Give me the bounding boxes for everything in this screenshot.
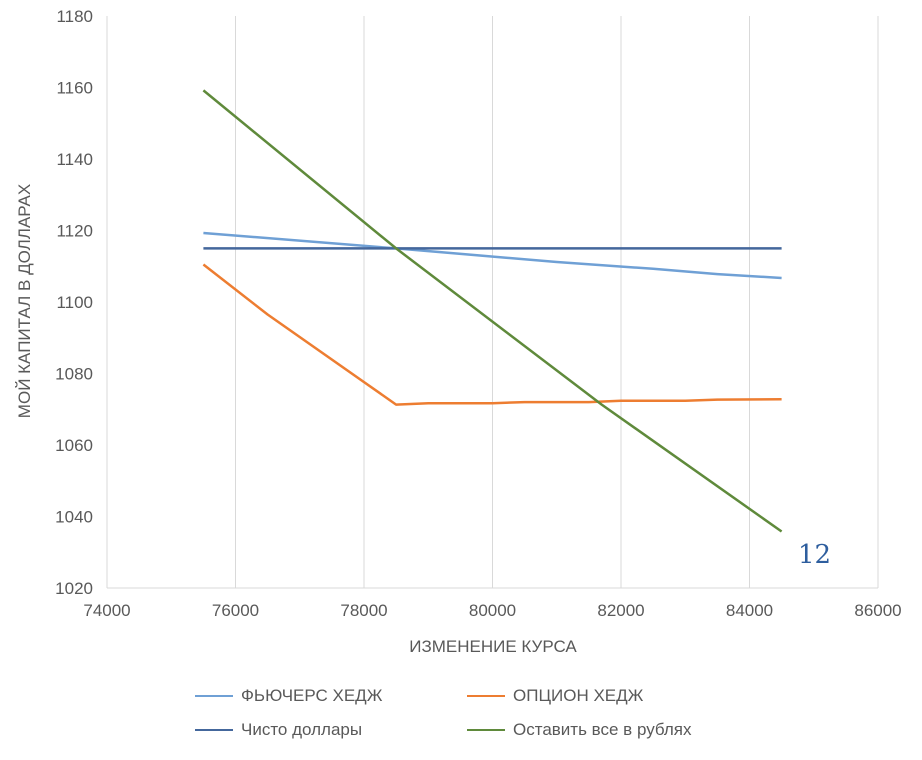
y-tick-label-7: 1160 xyxy=(56,79,93,98)
legend-swatch xyxy=(467,695,505,697)
x-tick-label-6: 86000 xyxy=(854,601,901,620)
y-tick-label-1: 1040 xyxy=(55,508,93,527)
legend-swatch xyxy=(195,695,233,697)
series-line-0 xyxy=(203,231,782,280)
legend-item-3: Оставить все в рублях xyxy=(467,720,692,740)
y-tick-label-3: 1080 xyxy=(55,365,93,384)
legend-item-0: ФЬЮЧЕРС ХЕДЖ xyxy=(195,686,382,706)
y-tick-label-0: 1020 xyxy=(55,579,93,598)
legend-swatch xyxy=(467,729,505,731)
x-tick-label-5: 84000 xyxy=(726,601,773,620)
legend-label: Чисто доллары xyxy=(241,720,363,739)
legend-label: ФЬЮЧЕРС ХЕДЖ xyxy=(241,686,383,705)
x-tick-label-0: 74000 xyxy=(83,601,130,620)
x-tick-label-1: 76000 xyxy=(212,601,259,620)
x-tick-label-2: 78000 xyxy=(340,601,387,620)
y-tick-label-4: 1100 xyxy=(56,293,93,312)
x-tick-labels: 74000 76000 78000 80000 82000 84000 86000 xyxy=(83,601,901,620)
series-line-1 xyxy=(202,263,782,406)
x-tick-label-3: 80000 xyxy=(469,601,516,620)
series-line-3 xyxy=(202,89,783,533)
page-number: 12 xyxy=(798,540,832,570)
x-tick-label-4: 82000 xyxy=(597,601,644,620)
y-tick-label-2: 1060 xyxy=(55,436,93,455)
legend-item-1: ОПЦИОН ХЕДЖ xyxy=(467,686,643,706)
y-axis-title: МОЙ КАПИТАЛ В ДОЛЛАРАХ xyxy=(15,184,34,418)
y-tick-labels: 1020 1040 1060 1080 1100 1120 1140 1160 1180 xyxy=(55,7,93,598)
y-tick-label-5: 1120 xyxy=(56,222,93,241)
x-axis-title: ИЗМЕНЕНИЕ КУРСА xyxy=(409,637,577,656)
legend-item-2: Чисто доллары xyxy=(195,720,362,740)
series-lines xyxy=(202,89,783,533)
legend-label: ОПЦИОН ХЕДЖ xyxy=(513,686,644,705)
legend-swatch xyxy=(195,729,233,731)
y-tick-label-6: 1140 xyxy=(56,150,93,169)
legend-label: Оставить все в рублях xyxy=(513,720,692,739)
y-tick-label-8: 1180 xyxy=(56,7,93,26)
grid xyxy=(106,16,879,589)
